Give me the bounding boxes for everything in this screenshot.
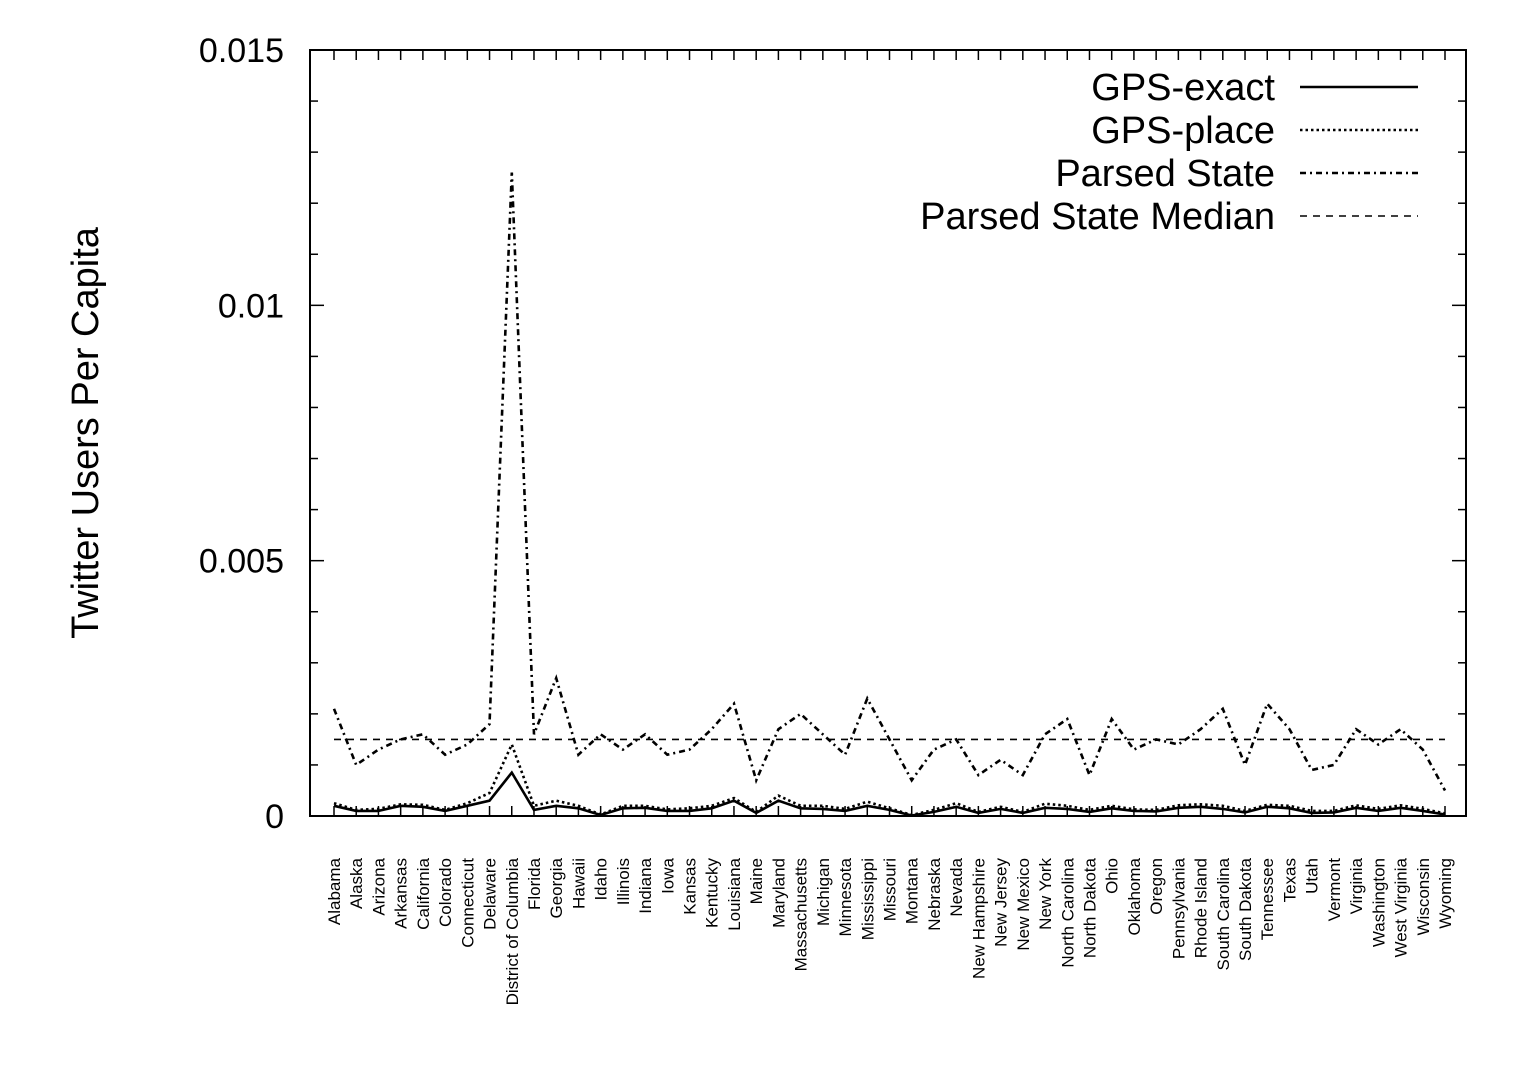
x-tick-label: Pennsylvania [1169, 857, 1188, 959]
x-tick-label: Hawaii [569, 858, 588, 909]
x-tick-label: Tennessee [1258, 858, 1277, 940]
x-tick-label: Minnesota [836, 857, 855, 936]
y-tick-label: 0.005 [199, 543, 284, 581]
x-tick-label: Ohio [1103, 858, 1122, 894]
series-line-gps-place [333, 741, 1446, 817]
legend-label: Parsed State Median [920, 196, 1275, 238]
x-tick-label: Maryland [769, 858, 788, 928]
x-tick-label: Alabama [325, 857, 344, 925]
x-tick-label: Virginia [1347, 857, 1366, 914]
x-tick-label: South Carolina [1214, 857, 1233, 970]
x-tick-label: Louisiana [725, 857, 744, 930]
x-tick-label: Nebraska [925, 857, 944, 930]
x-tick-label: Nevada [947, 857, 966, 916]
x-tick-label: Washington [1369, 858, 1388, 947]
x-tick-label: Mississippi [858, 858, 877, 940]
x-tick-label: Wyoming [1436, 858, 1455, 929]
x-tick-label: South Dakota [1236, 857, 1255, 961]
x-axis-tick-labels: Alabama Alaska Arizona Arkansas California Co… [325, 857, 1455, 1005]
x-tick-label: Georgia [547, 857, 566, 918]
x-tick-label: Oklahoma [1125, 857, 1144, 935]
x-tick-label: Maine [747, 858, 766, 904]
x-tick-label: Oregon [1147, 858, 1166, 915]
x-tick-label: Texas [1280, 858, 1299, 902]
x-tick-label: Arkansas [392, 858, 411, 929]
x-tick-label: Vermont [1325, 858, 1344, 922]
x-tick-label: Connecticut [458, 858, 477, 948]
x-tick-label: Illinois [614, 858, 633, 905]
x-tick-label: Utah [1303, 858, 1322, 894]
y-tick-label: 0.01 [218, 287, 284, 325]
x-tick-label: Massachusetts [792, 858, 811, 971]
x-tick-label: New Mexico [1014, 858, 1033, 951]
series-line-parsed-state [332, 172, 1447, 792]
x-tick-label: Florida [525, 857, 544, 910]
x-tick-label: Rhode Island [1192, 858, 1211, 958]
x-tick-label: Kentucky [703, 858, 722, 928]
tick-marks [310, 49, 1466, 817]
x-tick-label: New York [1036, 858, 1055, 930]
series-line-gps-exact [333, 770, 1446, 817]
x-tick-label: North Dakota [1080, 857, 1099, 958]
x-tick-label: Delaware [481, 858, 500, 930]
legend-label: GPS-exact [1091, 67, 1275, 109]
y-tick-label: 0 [265, 798, 284, 836]
y-axis-tick-labels: 0 0.005 0.01 0.015 [199, 32, 284, 836]
y-axis-title: Twitter Users Per Capita [65, 226, 107, 639]
x-tick-label: North Carolina [1058, 857, 1077, 967]
x-tick-label: Colorado [436, 858, 455, 927]
legend-label: GPS-place [1091, 110, 1275, 152]
x-tick-label: Montana [903, 857, 922, 924]
x-tick-label: Arizona [369, 857, 388, 915]
x-tick-label: District of Columbia [503, 857, 522, 1005]
x-tick-label: Alaska [347, 857, 366, 909]
y-tick-label: 0.015 [199, 32, 284, 70]
x-tick-label: West Virginia [1392, 857, 1411, 957]
legend-label: Parsed State [1055, 153, 1275, 195]
x-tick-label: Iowa [658, 857, 677, 893]
x-tick-label: Idaho [592, 858, 611, 901]
x-tick-label: Kansas [681, 858, 700, 915]
x-tick-label: Indiana [636, 857, 655, 913]
plot-frame [309, 49, 1467, 817]
x-tick-label: California [414, 857, 433, 929]
x-tick-label: New Hampshire [969, 858, 988, 979]
x-tick-label: Missouri [881, 858, 900, 921]
x-tick-label: Michigan [814, 858, 833, 926]
x-tick-label: Wisconsin [1414, 858, 1433, 935]
series-lines [332, 172, 1447, 817]
x-tick-label: New Jersey [992, 858, 1011, 947]
